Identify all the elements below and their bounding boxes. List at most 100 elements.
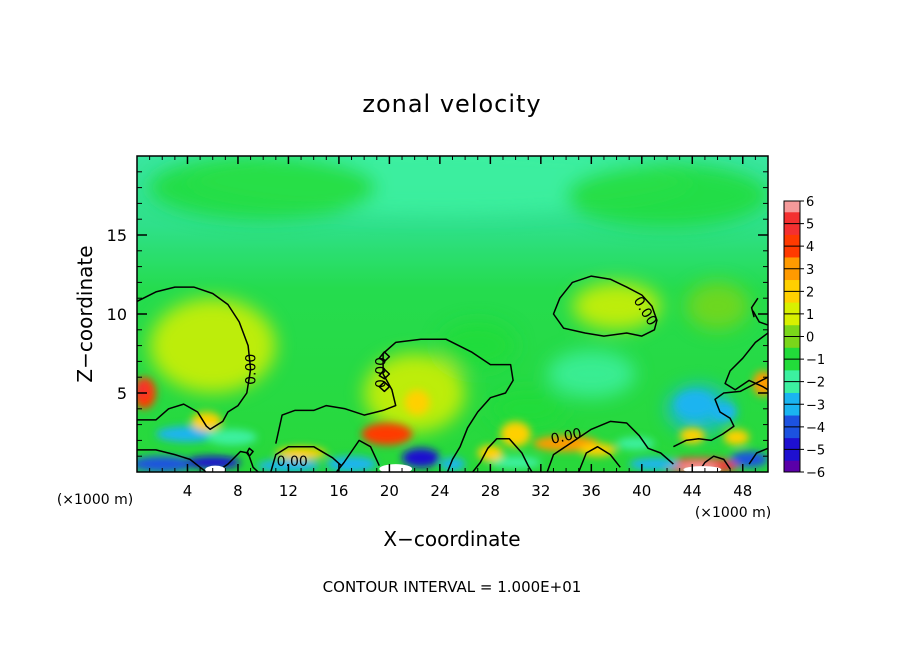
sharp-field: [723, 429, 750, 446]
colorbar-label: 2: [806, 285, 814, 300]
colorbar-cell: [784, 449, 800, 462]
x-tick-label: 44: [683, 482, 702, 500]
x-unit-left: (×1000 m): [57, 492, 133, 508]
contour-label: 0.00: [374, 357, 390, 388]
sharp-field: [616, 437, 655, 450]
zero-contour: [724, 332, 768, 391]
zero-contour: [137, 286, 252, 431]
sharp-field: [206, 429, 257, 446]
x-axis-ticks: 4 8 12 16 20 24 28 32 36 40 44 48: [149, 156, 756, 500]
sharp-field: [711, 402, 737, 422]
zero-contour: [673, 376, 768, 448]
heatmap-area: [137, 156, 768, 472]
colorbar-label: 3: [806, 263, 814, 278]
soft-field: [490, 389, 567, 428]
sharp-field: [439, 457, 466, 471]
contour-interval-note: CONTOUR INTERVAL = 1.000E+01: [323, 578, 582, 596]
zero-contour-closed: [246, 447, 254, 457]
colorbar: 6 5 4 3 2 1 0 −1 −2 −3 −4 −5 −6: [783, 195, 825, 481]
soft-field: [572, 282, 661, 330]
zero-contour-closed: [378, 351, 391, 363]
colorbar-label: 1: [806, 308, 814, 323]
y-tick-label: 15: [107, 226, 127, 245]
zero-contour: [270, 445, 342, 472]
x-tick-label: 32: [531, 482, 550, 500]
zero-contour: [137, 449, 207, 472]
colorbar-cell: [784, 257, 800, 270]
x-tick-label: 20: [380, 482, 399, 500]
colorbar-cell: [784, 246, 800, 258]
sharp-field: [137, 456, 194, 472]
contour-label: 0.00: [549, 426, 583, 448]
zero-contour: [750, 297, 759, 318]
zero-contour: [697, 455, 731, 472]
colorbar-label: 0: [806, 331, 814, 346]
y-tick-label: 10: [107, 305, 127, 324]
colorbar-cell: [784, 381, 800, 394]
colorbar-cell: [784, 392, 800, 405]
zero-contour-closed: [552, 275, 658, 337]
x-tick-label: 48: [733, 482, 752, 500]
colorbar-label: −2: [806, 376, 825, 391]
colorbar-cell: [784, 359, 800, 371]
colorbar-cell: [784, 223, 800, 236]
y-axis-ticks: 5 10 15: [107, 171, 768, 457]
x-tick-label: 24: [430, 482, 449, 500]
colorbar-cell: [784, 234, 800, 247]
colorbar-cell: [784, 438, 800, 450]
colorbar-cell: [784, 268, 800, 281]
colorbar-cell: [784, 325, 800, 337]
contour-label: 0.00: [277, 454, 308, 470]
sharp-field: [730, 451, 768, 468]
soft-field: [547, 350, 636, 398]
sharp-field: [679, 427, 705, 444]
zero-contour: [748, 447, 768, 465]
colorbar-cell: [784, 404, 800, 417]
sharp-field: [402, 448, 440, 468]
colorbar-label: 5: [806, 218, 814, 233]
y-axis-label: Z−coordinate: [73, 245, 97, 382]
y-tick-label: 5: [117, 384, 127, 403]
x-tick-label: 40: [632, 482, 651, 500]
off-scale-patch: [205, 465, 226, 472]
x-axis-label: X−coordinate: [383, 527, 520, 551]
colorbar-cell: [784, 280, 800, 292]
colorbar-cell: [784, 336, 800, 349]
zero-contours: [137, 275, 768, 472]
colorbar-cell: [784, 201, 800, 213]
sharp-field: [477, 445, 503, 461]
zero-contour: [546, 420, 674, 472]
soft-field: [566, 163, 768, 228]
sharp-field: [675, 391, 714, 417]
x-tick-label: 28: [481, 482, 500, 500]
zero-contour: [472, 438, 533, 472]
sharp-field: [404, 389, 430, 416]
x-tick-label: 16: [329, 482, 348, 500]
sharp-field: [275, 446, 327, 460]
sharp-field: [137, 381, 149, 398]
heatmap-sharp-fields: [137, 370, 768, 472]
sharp-field: [371, 427, 403, 441]
zero-contour-closed: [378, 381, 391, 393]
zero-contour-closed: [378, 368, 391, 380]
soft-field: [439, 321, 516, 370]
soft-field: [685, 282, 750, 330]
colorbar-cell: [784, 212, 800, 225]
colorbar-cell: [784, 426, 800, 439]
colorbar-cell: [784, 313, 800, 326]
soft-field: [149, 156, 377, 220]
colorbar-label: −3: [806, 398, 825, 413]
colorbar-label: 4: [806, 240, 814, 255]
x-tick-label: 12: [279, 482, 298, 500]
colorbar-cell: [784, 347, 800, 360]
zero-contour: [216, 450, 259, 472]
colorbar-cell: [784, 370, 800, 383]
colorbar-cell: [784, 302, 800, 315]
colorbar-label: 6: [806, 195, 814, 210]
colorbar-label: −1: [806, 353, 825, 368]
off-scale-patch: [379, 464, 413, 472]
chart-title: zonal velocity: [362, 90, 541, 118]
zero-contour: [335, 439, 380, 472]
x-tick-label: 4: [183, 482, 193, 500]
soft-field: [149, 298, 276, 393]
